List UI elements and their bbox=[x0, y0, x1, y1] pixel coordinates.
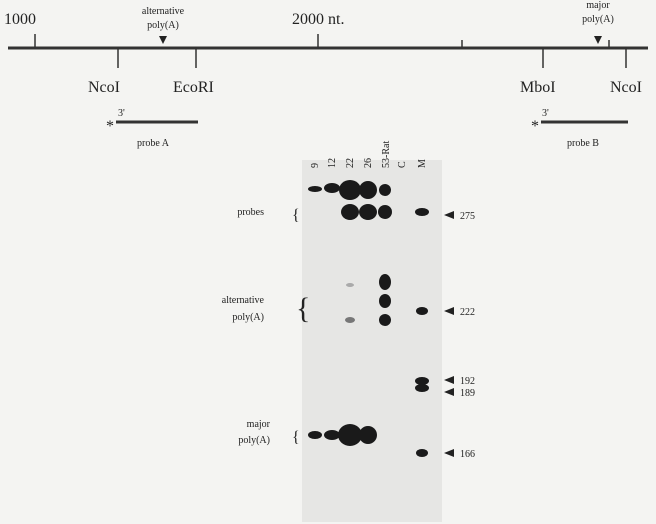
site-label: NcoI bbox=[610, 79, 642, 96]
lane-label: 26 bbox=[363, 158, 374, 168]
map-label: 1000 bbox=[4, 11, 36, 28]
site-label: alternative bbox=[142, 6, 185, 17]
row-label: poly(A) bbox=[232, 312, 264, 323]
marker-label: 189 bbox=[460, 388, 475, 399]
marker-label: 166 bbox=[460, 449, 475, 460]
lane-label: 9 bbox=[310, 163, 321, 168]
probe-end: 3' bbox=[118, 108, 125, 119]
site-label: EcoRI bbox=[173, 79, 214, 96]
site-label: major bbox=[586, 0, 610, 11]
probe-label: probe A bbox=[137, 138, 170, 149]
probe-star: * bbox=[531, 118, 539, 135]
lane-label: M bbox=[417, 159, 428, 168]
lane-label: 53-Rat bbox=[381, 141, 392, 168]
row-label: probes bbox=[237, 207, 264, 218]
brace: { bbox=[296, 292, 310, 325]
lane-label: C bbox=[397, 161, 408, 168]
lane-label: 12 bbox=[327, 158, 338, 168]
marker-label: 192 bbox=[460, 376, 475, 387]
brace: { bbox=[292, 207, 300, 224]
lane-label: 22 bbox=[345, 158, 356, 168]
site-label: MboI bbox=[520, 79, 556, 96]
row-label: major bbox=[247, 419, 271, 430]
probe-end: 3' bbox=[542, 108, 549, 119]
probe-star: * bbox=[106, 118, 114, 135]
brace: { bbox=[292, 429, 300, 446]
row-label: alternative bbox=[222, 295, 265, 306]
marker-label: 275 bbox=[460, 211, 475, 222]
site-label: poly(A) bbox=[147, 20, 179, 31]
site-label: NcoI bbox=[88, 79, 120, 96]
marker-label: 222 bbox=[460, 307, 475, 318]
probe-label: probe B bbox=[567, 138, 599, 149]
row-label: poly(A) bbox=[238, 435, 270, 446]
figure: 1000 2000 nt. alternative poly(A) major … bbox=[0, 0, 656, 524]
map-label: 2000 nt. bbox=[292, 11, 344, 28]
site-label: poly(A) bbox=[582, 14, 614, 25]
